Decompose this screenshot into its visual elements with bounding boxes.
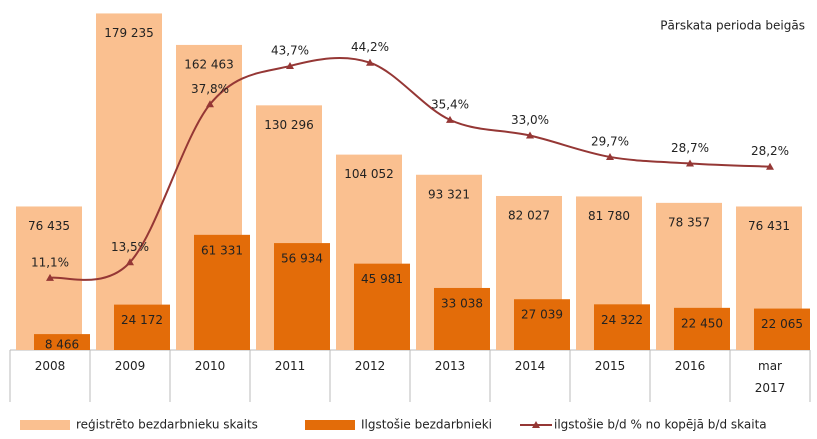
data-label: 81 780 [588,209,630,223]
bar [34,334,90,350]
data-label: 35,4% [431,97,469,111]
data-label: 76 431 [748,219,790,233]
bar [514,299,570,350]
data-label: 93 321 [428,187,470,201]
x-tick-label: 2012 [354,359,386,373]
legend-label: reģistrēto bezdarbnieku skaits [76,418,258,432]
data-label: 130 296 [264,118,314,132]
data-label: 28,7% [671,141,709,155]
data-label: 162 463 [184,57,234,71]
data-label: 44,2% [351,40,389,54]
line-marker [526,131,534,139]
x-tick-label: 2016 [674,359,706,373]
x-tick-label: 2009 [114,359,146,373]
line-marker [446,115,454,123]
data-label: 11,1% [31,255,69,269]
data-label: 13,5% [111,240,149,254]
bar [434,287,490,350]
data-label: 76 435 [28,219,70,233]
line-marker [46,273,54,281]
data-label: 61 331 [201,243,243,257]
line-marker [766,162,774,170]
x-tick-label: 2015 [594,359,626,373]
bar [674,307,730,350]
data-label: 24 322 [601,313,643,327]
line-marker [366,58,374,66]
x-tick-label: mar 2017 [754,359,786,395]
data-label: 37,8% [191,82,229,96]
data-label: 22 450 [681,316,723,330]
data-label: 33 038 [441,296,483,310]
x-tick-label: 2013 [434,359,466,373]
data-label: 45 981 [361,272,403,286]
legend-swatch [532,421,540,428]
bar [114,304,170,350]
data-label: 43,7% [271,43,309,57]
x-tick-label: 2008 [34,359,66,373]
chart-title: Pārskata perioda beigās [660,19,805,33]
data-label: 82 027 [508,208,550,222]
data-label: 56 934 [281,252,323,266]
line-marker [206,100,214,108]
bar [754,308,810,350]
x-tick-label: 2014 [514,359,546,373]
line-marker [686,159,694,167]
bar [96,13,162,351]
data-label: 78 357 [668,215,710,229]
legend-label: Ilgstošie bezdarbnieki [361,418,492,432]
x-tick-label: 2010 [194,359,226,373]
data-label: 28,2% [751,144,789,158]
x-tick-label: 2011 [274,359,306,373]
bar [274,243,330,350]
data-label: 29,7% [591,134,629,148]
legend-swatch [305,420,355,430]
data-label: 179 235 [104,26,154,40]
line-marker [126,258,134,266]
legend-swatch [20,420,70,430]
bar [194,234,250,350]
bar [354,263,410,350]
data-label: 104 052 [344,167,394,181]
legend-label: ilgstošie b/d % no kopējā b/d skaita [554,418,767,432]
bar [594,304,650,350]
data-label: 8 466 [45,338,79,352]
data-label: 24 172 [121,313,163,327]
data-label: 22 065 [761,317,803,331]
line-series [49,56,771,281]
line-marker [606,152,614,160]
data-label: 27 039 [521,308,563,322]
line-marker [286,61,294,69]
data-label: 33,0% [511,113,549,127]
